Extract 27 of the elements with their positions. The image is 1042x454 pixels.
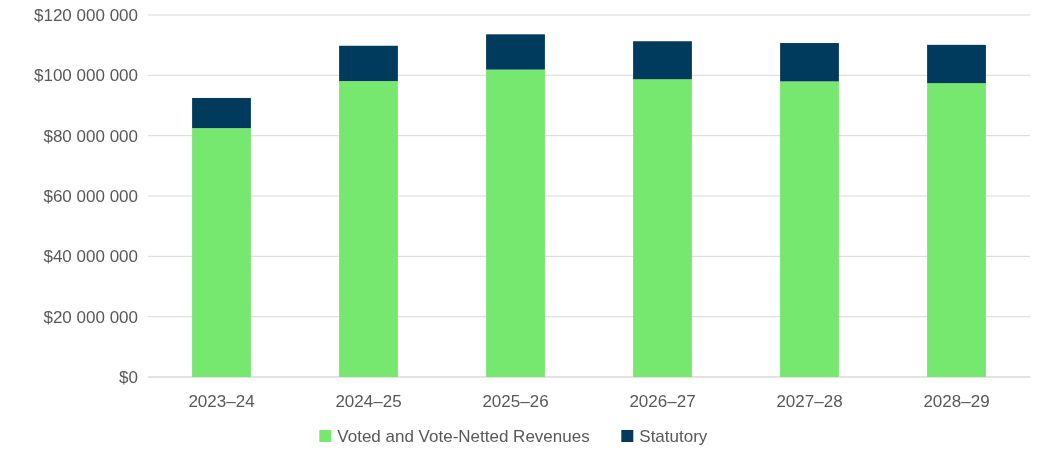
y-tick-label: $0 [119, 367, 138, 387]
legend-label: Statutory [639, 427, 708, 446]
bar [486, 69, 545, 377]
x-tick-label: 2027–28 [776, 392, 843, 411]
bar [927, 44, 986, 84]
bar [927, 83, 986, 377]
x-tick-label: 2023–24 [188, 392, 255, 411]
y-tick-label: $20 000 000 [43, 307, 138, 327]
bar [633, 79, 692, 377]
x-tick-label: 2025–26 [482, 392, 549, 411]
y-tick-label: $120 000 000 [34, 5, 138, 25]
bar [780, 43, 839, 82]
legend-label: Voted and Vote-Netted Revenues [337, 427, 590, 446]
x-tick-label: 2026–27 [629, 392, 696, 411]
y-tick-label: $80 000 000 [43, 126, 138, 146]
bar [339, 81, 398, 377]
x-tick-label: 2024–25 [335, 392, 402, 411]
y-tick-label: $60 000 000 [43, 186, 138, 206]
y-tick-label: $100 000 000 [34, 66, 138, 86]
bar [192, 128, 251, 377]
bar [339, 45, 398, 82]
bar [192, 97, 251, 129]
x-tick-label: 2028–29 [923, 392, 990, 411]
y-tick-label: $40 000 000 [43, 247, 138, 267]
bar [780, 81, 839, 377]
bar [486, 34, 545, 70]
bar [633, 41, 692, 80]
